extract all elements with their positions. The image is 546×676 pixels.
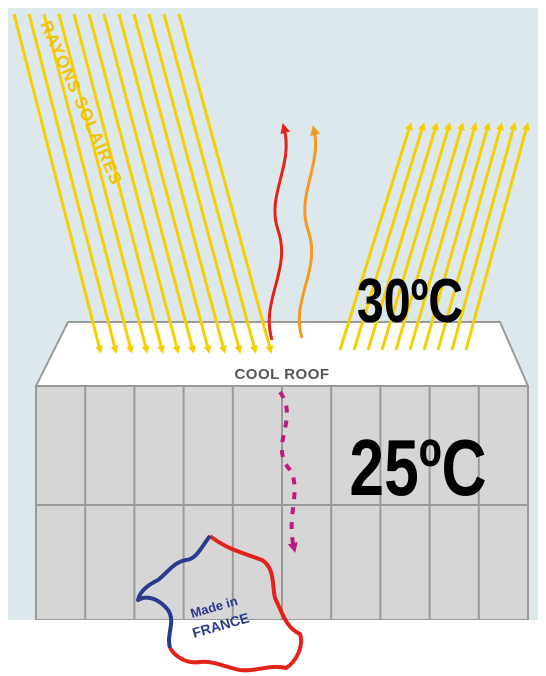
wall-panels xyxy=(84,386,480,620)
incoming-ray-arrow xyxy=(177,13,274,354)
incoming-ray-arrow xyxy=(132,13,227,354)
reflected-ray-arrow xyxy=(436,122,504,351)
reflected-ray-arrow xyxy=(338,122,413,351)
reflected-ray-arrow xyxy=(352,122,426,351)
reflected-ray-arrow xyxy=(408,122,478,351)
incoming-ray-arrow xyxy=(57,13,150,354)
inside-heat-arrow xyxy=(278,390,298,553)
incoming-ray-arrow xyxy=(72,13,165,354)
inside-temperature: 25ºC xyxy=(349,424,486,513)
reflected-ray-arrow xyxy=(380,122,452,351)
incoming-ray-arrow xyxy=(102,13,196,354)
reflected-ray-arrow xyxy=(422,122,491,351)
heat-wave-red-arrow xyxy=(267,123,291,341)
incoming-ray-arrow xyxy=(87,13,181,354)
incoming-ray-arrow xyxy=(117,13,212,354)
incoming-ray-arrow xyxy=(12,13,103,354)
roof-temperature: 30ºC xyxy=(357,266,463,335)
heat-wave-orange-arrow xyxy=(297,125,320,339)
reflected-ray-arrow xyxy=(464,122,530,351)
incoming-ray-arrow xyxy=(27,13,119,354)
roof-label: COOL ROOF xyxy=(234,366,329,383)
reflected-ray-arrow xyxy=(450,122,517,351)
incoming-sun-rays xyxy=(12,13,274,354)
incoming-ray-arrow xyxy=(162,13,258,354)
incoming-ray-arrow xyxy=(147,13,243,354)
reflected-sun-rays xyxy=(338,122,530,351)
reflected-ray-arrow xyxy=(366,122,439,351)
incoming-ray-arrow xyxy=(42,13,134,354)
reflected-ray-arrow xyxy=(394,122,465,351)
